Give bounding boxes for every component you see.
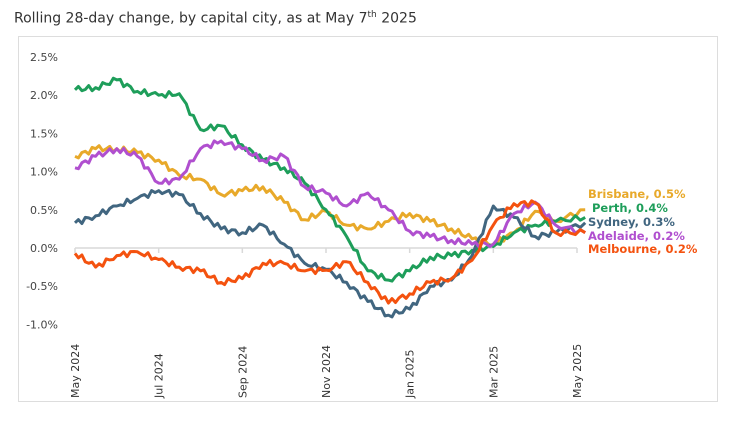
y-tick-label: -0.5% — [26, 280, 58, 293]
series-label-adelaide: Adelaide, 0.2% — [588, 229, 685, 243]
series-line-melbourne — [73, 199, 586, 305]
title-superscript: th — [367, 10, 377, 20]
series-label-melbourne: Melbourne, 0.2% — [588, 242, 698, 256]
series-labels: Brisbane, 0.5%Perth, 0.4%Sydney, 0.3%Ade… — [588, 187, 698, 256]
x-tick-label: Jul 2024 — [153, 353, 166, 399]
title-tail: 2025 — [376, 10, 417, 27]
y-tick-label: 0.0% — [30, 242, 58, 255]
y-tick-label: -1.0% — [26, 318, 58, 331]
x-tick-label: Sep 2024 — [236, 346, 249, 398]
series-line-perth — [73, 76, 586, 283]
series-label-perth: Perth, 0.4% — [592, 201, 668, 215]
y-axis: 2.5% 2.0% 1.5% 1.0% 0.5% 0.0% -0.5% -1.0% — [26, 51, 58, 331]
y-tick-label: 1.0% — [30, 166, 58, 179]
y-tick-label: 1.5% — [30, 127, 58, 140]
chart-frame — [18, 36, 718, 402]
y-tick-label: 2.0% — [30, 89, 58, 102]
x-axis: May 2024 Jul 2024 Sep 2024 Nov 2024 Jan 2025… — [69, 247, 584, 399]
y-tick-label: 2.5% — [30, 51, 58, 64]
y-tick-label: 0.5% — [30, 204, 58, 217]
chart-title: Rolling 28-day change, by capital city, … — [14, 10, 417, 27]
series-line-adelaide — [74, 139, 586, 249]
series-label-brisbane: Brisbane, 0.5% — [588, 187, 686, 201]
title-text: Rolling 28-day change, by capital city, … — [14, 10, 368, 27]
x-tick-label: May 2024 — [69, 344, 82, 398]
series-lines — [73, 76, 587, 319]
x-tick-label: Nov 2024 — [320, 345, 333, 398]
series-label-sydney: Sydney, 0.3% — [588, 215, 675, 229]
x-tick-label: Mar 2025 — [487, 346, 500, 398]
x-tick-label: May 2025 — [571, 344, 584, 398]
x-tick-label: Jan 2025 — [404, 350, 417, 399]
